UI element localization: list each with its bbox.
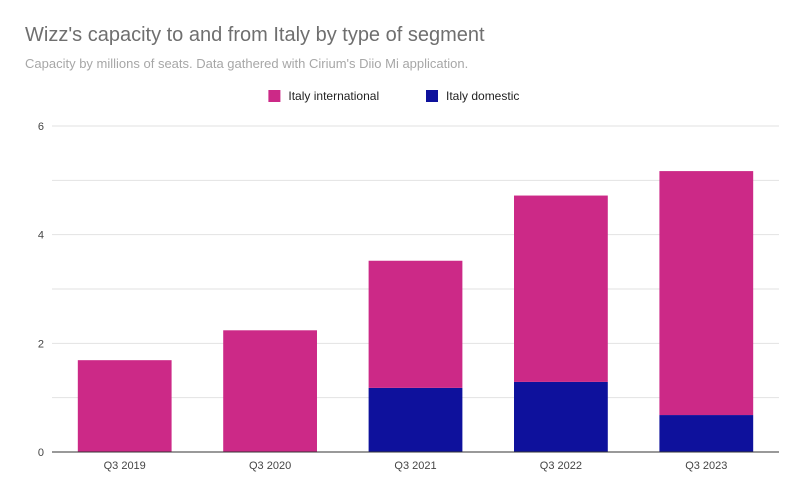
y-tick-label: 4 <box>38 230 44 242</box>
bar-italy-international <box>368 260 463 388</box>
bar-italy-international <box>77 360 172 452</box>
chart-subtitle: Capacity by millions of seats. Data gath… <box>25 56 469 71</box>
y-tick-label: 0 <box>38 447 44 459</box>
y-tick-label: 6 <box>38 121 44 133</box>
x-tick-label: Q3 2022 <box>540 460 582 472</box>
bar-italy-international <box>514 195 608 382</box>
bar-italy-international <box>223 330 317 452</box>
chart-title: Wizz's capacity to and from Italy by typ… <box>25 24 485 46</box>
bar-italy-domestic <box>368 387 463 452</box>
bar-italy-international <box>659 171 754 416</box>
legend-label: Italy domestic <box>446 89 519 103</box>
y-tick-label: 2 <box>38 338 44 350</box>
legend-label: Italy international <box>288 89 379 103</box>
legend-swatch <box>426 90 438 102</box>
x-tick-label: Q3 2023 <box>685 460 727 472</box>
bar-layer <box>77 171 754 452</box>
axis-layer: 0 2 4 6 Q3 2019 Q3 2020 Q3 2021 Q3 2022 Q3 2023 <box>38 121 779 472</box>
x-tick-label: Q3 2020 <box>249 460 291 472</box>
x-tick-label: Q3 2019 <box>104 460 146 472</box>
bar-italy-domestic <box>514 381 608 452</box>
legend: Italy international Italy domestic <box>268 89 519 103</box>
legend-swatch <box>268 90 281 102</box>
x-tick-label: Q3 2021 <box>394 460 436 472</box>
bar-italy-domestic <box>659 415 754 452</box>
